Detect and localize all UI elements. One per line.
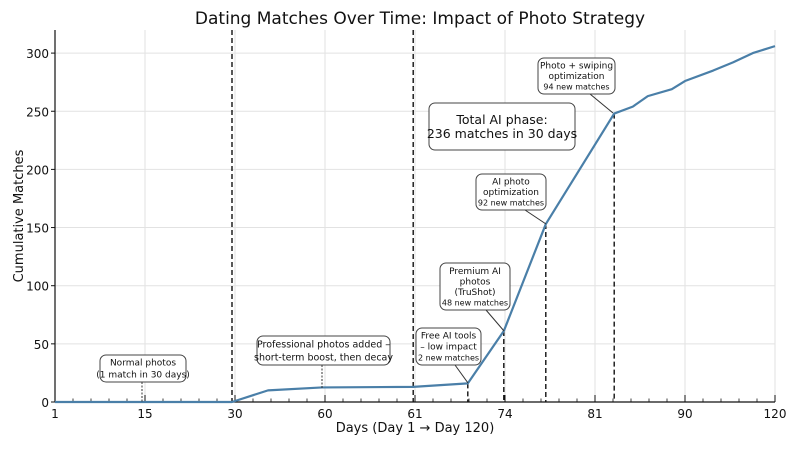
annotation-text: 94 new matches xyxy=(543,83,609,92)
annotation-text: AI photo xyxy=(492,178,530,188)
annotation-text: optimization xyxy=(483,188,539,198)
annotation-text: 2 new matches xyxy=(418,354,479,363)
x-tick-label: 74 xyxy=(497,407,512,421)
annotation-text: optimization xyxy=(549,72,605,82)
x-tick-label: 60 xyxy=(317,407,332,421)
x-tick-label: 1 xyxy=(51,407,59,421)
y-tick-label: 300 xyxy=(26,47,49,61)
annotation-text: 92 new matches xyxy=(478,199,544,208)
annotation-text: 48 new matches xyxy=(442,298,508,307)
annotation-pointer xyxy=(455,365,468,383)
annotation-text: Professional photos added – xyxy=(257,339,390,350)
x-tick-label: 120 xyxy=(764,407,787,421)
annotation-text: Normal photos xyxy=(110,359,176,369)
annotation-pointer xyxy=(590,94,613,113)
annotation-text: Photo + swiping xyxy=(540,62,613,72)
annotation-text: 236 matches in 30 days xyxy=(427,126,577,141)
grid xyxy=(55,30,775,402)
y-tick-label: 200 xyxy=(26,163,49,177)
annotation-text: Free AI tools xyxy=(421,332,477,342)
annotations: Normal photos (1 match in 30 days) Profess… xyxy=(96,58,615,402)
y-tick-label: 100 xyxy=(26,280,49,294)
y-axis-label: Cumulative Matches xyxy=(12,149,27,282)
chart-title: Dating Matches Over Time: Impact of Phot… xyxy=(195,9,645,29)
annotation-pointer xyxy=(525,210,546,224)
x-tick-label: 15 xyxy=(137,407,152,421)
annotation-text: Total AI phase: xyxy=(455,112,547,127)
annotation-text: (1 match in 30 days) xyxy=(96,371,190,381)
y-tick-label: 250 xyxy=(26,105,49,119)
x-axis-label: Days (Day 1 → Day 120) xyxy=(336,421,495,436)
annotation-text: short-term boost, then decay xyxy=(254,352,393,363)
y-tick-label: 50 xyxy=(34,338,49,352)
annotation-text: photos xyxy=(460,277,491,287)
y-tick-label: 0 xyxy=(41,396,49,410)
annotation-text: Premium AI xyxy=(449,267,501,277)
x-tick-label: 90 xyxy=(677,407,692,421)
x-tick-label: 61 xyxy=(407,407,422,421)
y-tick-label: 150 xyxy=(26,222,49,236)
annotation-text: – low impact xyxy=(420,343,477,353)
annotation-text: (TruShot) xyxy=(454,288,495,298)
x-tick-label: 30 xyxy=(227,407,242,421)
x-tick-label: 81 xyxy=(587,407,602,421)
annotation-pointer xyxy=(486,310,504,331)
